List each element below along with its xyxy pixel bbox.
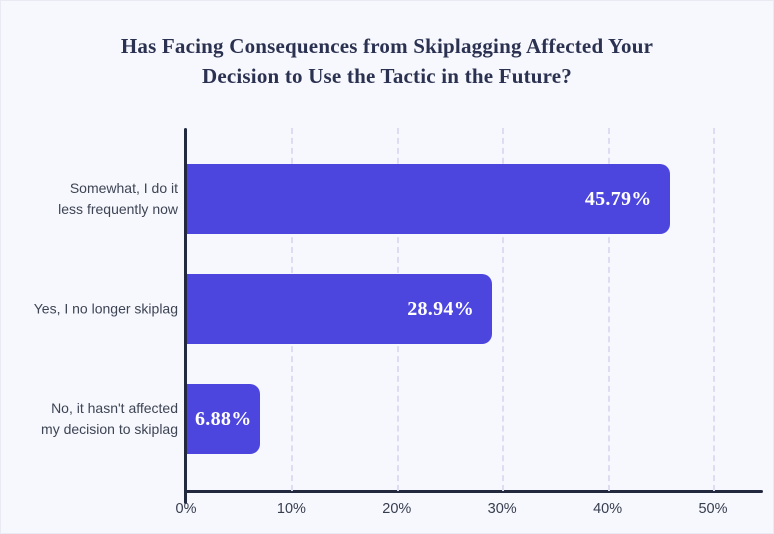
category-label-line: my decision to skiplag — [41, 421, 178, 437]
bar-value-label: 6.88% — [195, 408, 252, 430]
bar: 45.79% — [187, 164, 670, 234]
x-tick-label: 30% — [487, 501, 517, 517]
y-axis-line — [184, 128, 187, 504]
x-tick-label: 50% — [698, 501, 728, 517]
chart-title-line-2: Decision to Use the Tactic in the Future… — [201, 64, 573, 88]
bar-value-label: 45.79% — [584, 188, 652, 210]
category-label-line: Yes, I no longer skiplag — [33, 300, 178, 317]
category-label: No, it hasn't affected my decision to ski… — [1, 398, 178, 440]
x-tick-label: 0% — [175, 501, 197, 517]
category-label: Somewhat, I do it less frequently now — [1, 178, 178, 220]
category-label: Yes, I no longer skiplag — [1, 299, 178, 320]
x-tick-label: 10% — [276, 501, 306, 517]
x-tick-label: 20% — [382, 501, 412, 517]
category-label-line: less frequently now — [58, 201, 178, 217]
chart-title: Has Facing Consequences from Skiplagging… — [1, 31, 773, 91]
bar: 28.94% — [187, 274, 493, 344]
chart-title-line-1: Has Facing Consequences from Skiplagging… — [120, 34, 654, 58]
category-label-line: Somewhat, I do it — [69, 180, 178, 196]
gridline — [502, 128, 505, 491]
gridline — [713, 128, 715, 491]
gridline — [607, 128, 610, 491]
x-axis-line — [184, 490, 763, 493]
bar: 6.88% — [187, 384, 260, 454]
bar-value-label: 28.94% — [407, 298, 475, 320]
x-tick-label: 40% — [593, 501, 623, 517]
category-label-line: No, it hasn't affected — [51, 400, 178, 416]
